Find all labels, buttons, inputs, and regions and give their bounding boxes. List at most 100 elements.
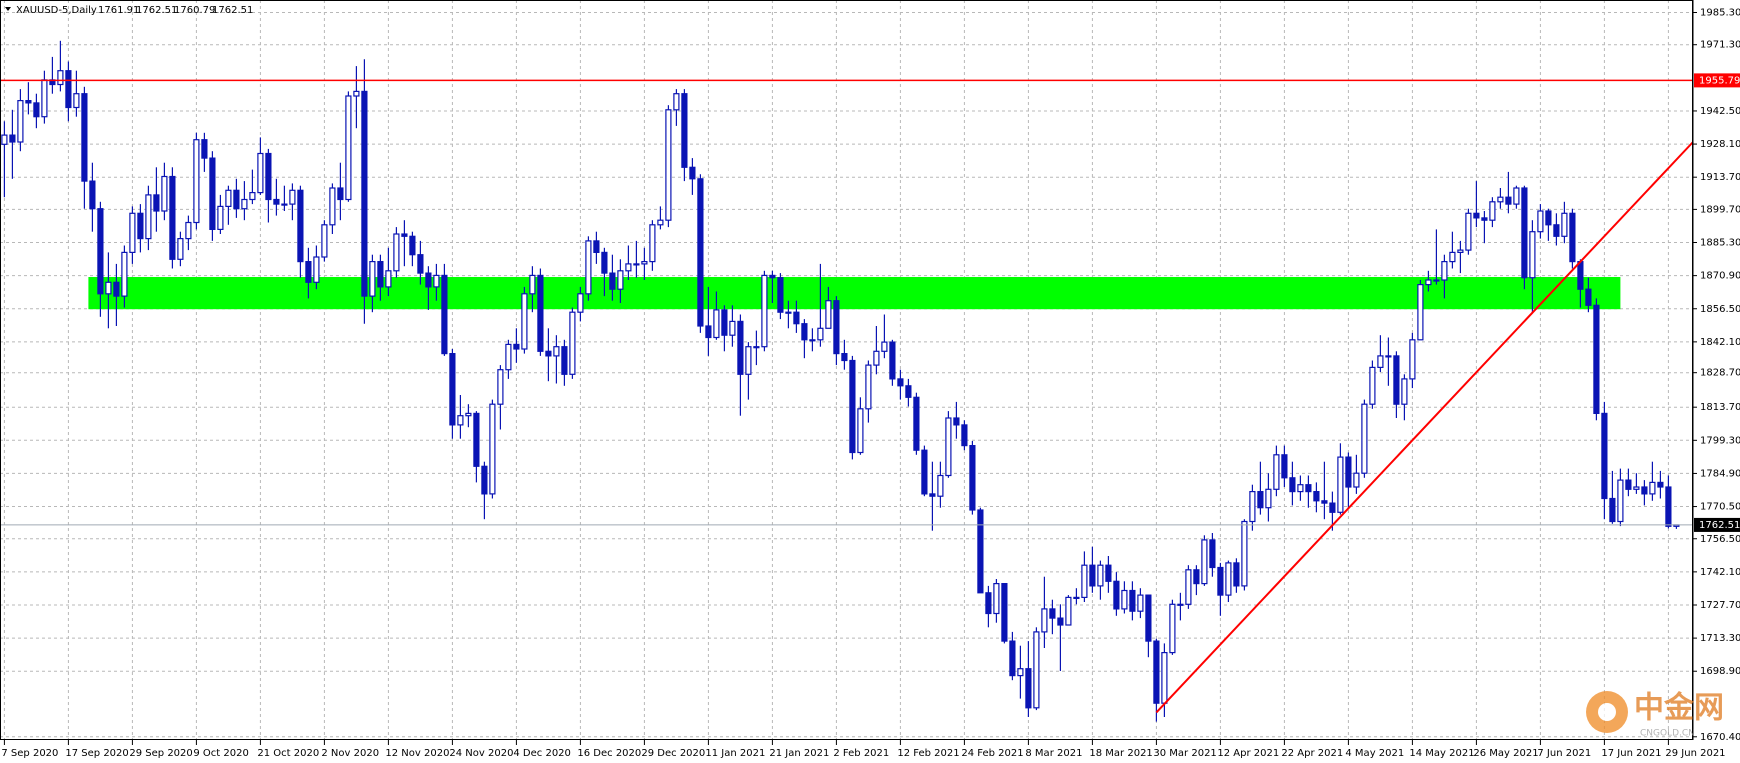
candle-body <box>961 424 968 447</box>
candle-body <box>1217 566 1224 596</box>
candle-body <box>273 198 280 205</box>
x-tick-label: 16 Dec 2020 <box>577 748 641 759</box>
candle-body <box>897 378 904 387</box>
x-tick-label: 18 Mar 2021 <box>1089 748 1152 759</box>
candle-body <box>121 251 128 297</box>
y-tick-label: 1742.10 <box>1700 567 1740 578</box>
candle-body <box>473 412 480 467</box>
candle-body <box>857 408 864 454</box>
resistance-label: 1955.79 <box>1699 75 1740 86</box>
candle-body <box>905 385 912 398</box>
candle-body <box>1057 617 1064 626</box>
candle-body <box>1409 339 1416 380</box>
candle-body <box>1073 596 1080 600</box>
candle-body <box>1577 261 1584 290</box>
candle-body <box>889 341 896 380</box>
y-tick-label: 1842.10 <box>1700 337 1740 348</box>
candle-body <box>1353 472 1360 488</box>
x-tick-label: 29 Jun 2021 <box>1665 748 1725 759</box>
x-tick-label: 30 Mar 2021 <box>1153 748 1216 759</box>
candle-body <box>737 320 744 375</box>
candle-body <box>313 256 320 283</box>
candle-body <box>89 180 96 210</box>
candle-body <box>513 343 520 350</box>
candle-body <box>225 189 232 208</box>
candle-body <box>1041 608 1048 633</box>
candle-body <box>1097 564 1104 587</box>
candle-body <box>761 274 768 348</box>
candle-body <box>1081 564 1088 599</box>
x-tick-label: 22 Apr 2021 <box>1281 748 1343 759</box>
candle-body <box>233 189 240 210</box>
y-tick-label: 1828.70 <box>1700 368 1740 379</box>
candle-body <box>561 346 568 375</box>
candle-body <box>1521 187 1528 279</box>
candle-body <box>1497 196 1504 203</box>
candle-body <box>985 592 992 615</box>
candle-body <box>1321 500 1328 504</box>
candle-body <box>1601 412 1608 500</box>
header-low: 1760.79 <box>174 5 215 16</box>
candle-body <box>169 175 176 260</box>
candle-body <box>281 203 288 206</box>
x-tick-label: 12 Feb 2021 <box>897 748 959 759</box>
candle-body <box>1401 378 1408 405</box>
x-tick-label: 29 Dec 2020 <box>641 748 705 759</box>
candle-body <box>1473 212 1480 219</box>
candle-body <box>265 152 272 201</box>
candle-body <box>185 221 192 240</box>
candle-body <box>425 272 432 288</box>
candle-body <box>929 493 936 497</box>
candle-body <box>9 134 16 143</box>
candle-body <box>1209 539 1216 569</box>
candle-body <box>1441 261 1448 281</box>
x-tick-label: 21 Jan 2021 <box>769 748 829 759</box>
y-tick-label: 1899.70 <box>1700 204 1740 215</box>
candle-body <box>1273 454 1280 490</box>
watermark-subtext: CNGOLD.CN <box>1640 729 1695 739</box>
header-close: 1762.51 <box>212 5 253 16</box>
candle-body <box>689 166 696 180</box>
candle-body <box>721 309 728 336</box>
watermark-logo-inner <box>1598 703 1616 721</box>
y-tick-label: 1727.70 <box>1700 600 1740 611</box>
candle-body <box>1201 539 1208 585</box>
candle-body <box>1417 284 1424 341</box>
candle-body <box>489 403 496 495</box>
candle-body <box>241 198 248 210</box>
candle-body <box>393 233 400 272</box>
resistance-label-box <box>1694 73 1740 88</box>
candle-body <box>257 152 264 194</box>
candle-body <box>1145 594 1152 642</box>
candle-body <box>1537 210 1544 233</box>
candle-body <box>793 311 800 325</box>
candle-body <box>1257 491 1264 509</box>
candle-body <box>1545 210 1552 226</box>
candle-body <box>1129 589 1136 612</box>
candle-body <box>953 417 960 426</box>
candle-body <box>769 274 776 279</box>
y-tick-label: 1856.50 <box>1700 304 1740 315</box>
x-tick-label: 4 Dec 2020 <box>513 748 571 759</box>
candle-body <box>1369 366 1376 405</box>
candle-body <box>177 238 184 260</box>
candle-body <box>345 95 352 201</box>
candle-body <box>1657 481 1664 488</box>
y-tick-label: 1770.50 <box>1700 502 1740 513</box>
candle-body <box>1177 603 1184 606</box>
trendline <box>1155 141 1694 714</box>
candle-body <box>1561 212 1568 237</box>
candle-body <box>745 346 752 375</box>
candle-body <box>633 263 640 266</box>
candle-body <box>81 93 88 182</box>
x-tick-label: 21 Oct 2020 <box>257 748 319 759</box>
candle-body <box>377 261 384 288</box>
candle-body <box>137 212 144 240</box>
candle-body <box>1049 608 1056 619</box>
candle-body <box>1001 582 1008 642</box>
candle-body <box>1465 212 1472 251</box>
candle-body <box>161 175 168 212</box>
candle-body <box>1361 403 1368 474</box>
candle-body <box>449 353 456 426</box>
